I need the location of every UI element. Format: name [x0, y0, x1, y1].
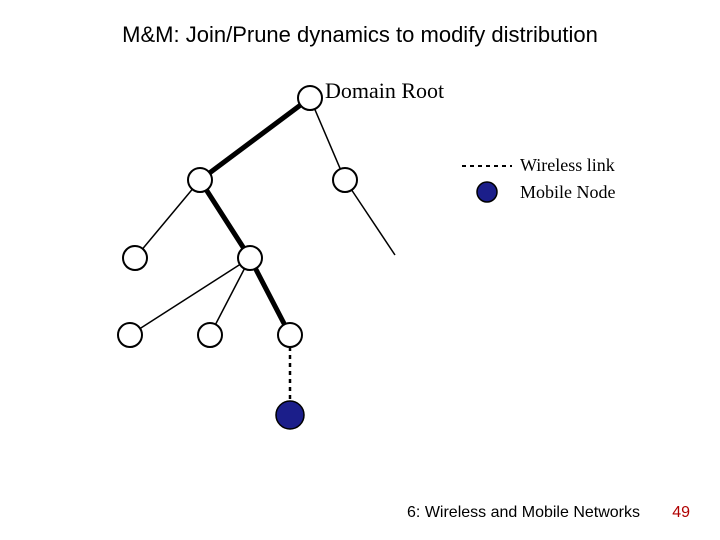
edge: [206, 190, 243, 248]
tree-node: [278, 323, 302, 347]
tree-node: [118, 323, 142, 347]
tree-node: [188, 168, 212, 192]
legend-wireless-row: Wireless link: [462, 155, 615, 176]
mobile-node: [276, 401, 304, 429]
edge: [210, 105, 301, 173]
legend-mobile-swatch: [462, 180, 512, 204]
tree-node: [238, 246, 262, 270]
footer-chapter: 6: Wireless and Mobile Networks: [407, 504, 640, 522]
footer-page-number: 49: [672, 504, 690, 522]
legend: Wireless link Mobile Node: [462, 155, 615, 208]
tree-node: [333, 168, 357, 192]
edge: [315, 109, 341, 169]
tree-node: [298, 86, 322, 110]
legend-mobile-row: Mobile Node: [462, 180, 615, 204]
edge: [352, 190, 395, 255]
edge: [140, 264, 240, 328]
legend-wireless-swatch: [462, 161, 512, 171]
edge: [143, 189, 193, 249]
tree-node: [123, 246, 147, 270]
tree-diagram: [0, 0, 720, 540]
edge: [256, 269, 285, 325]
tree-node: [198, 323, 222, 347]
legend-mobile-label: Mobile Node: [520, 182, 615, 203]
legend-wireless-label: Wireless link: [520, 155, 615, 176]
